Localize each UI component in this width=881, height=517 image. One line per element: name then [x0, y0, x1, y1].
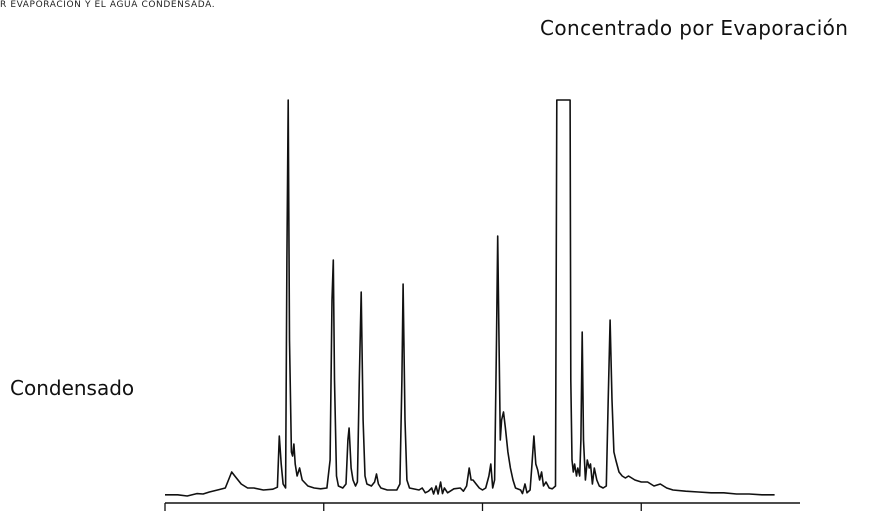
series-line-0 — [165, 99, 775, 497]
figure-caption-fragment: R EVAPORACION Y EL AGUA CONDENSADA. — [0, 0, 216, 10]
side-label-condensado: Condensado — [10, 376, 135, 400]
chart-title: Concentrado por Evaporación — [540, 16, 849, 40]
chromatogram-series — [165, 99, 775, 497]
x-axis — [164, 502, 800, 511]
